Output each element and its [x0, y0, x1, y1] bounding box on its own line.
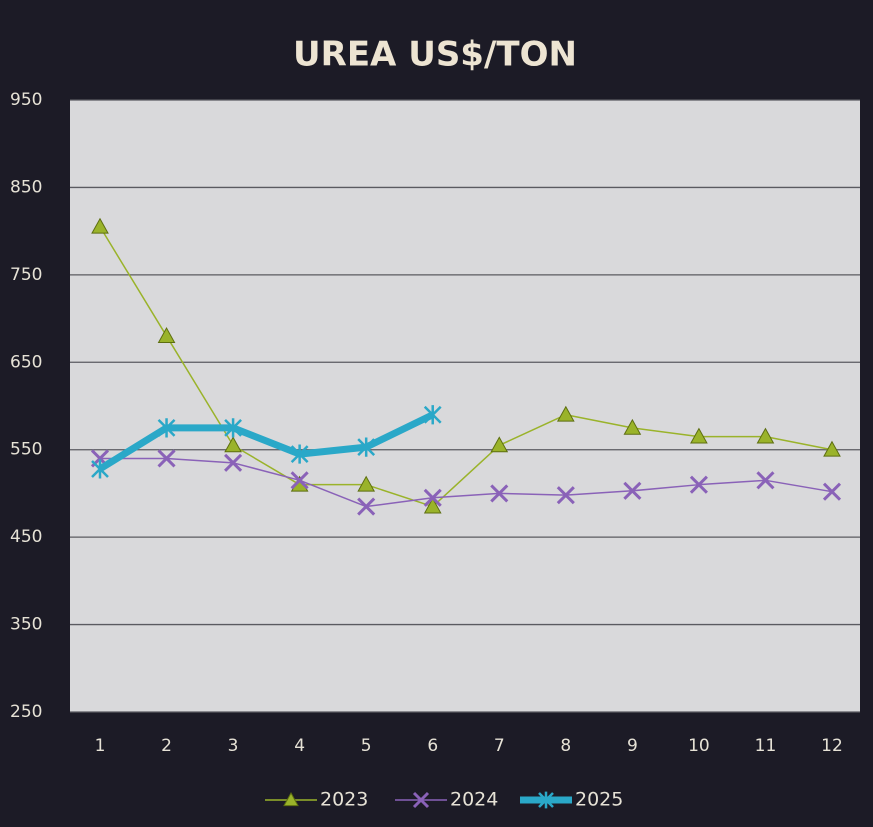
legend-label: 2023 [320, 789, 368, 811]
y-tick-label: 950 [10, 90, 42, 110]
x-tick-label: 8 [560, 736, 571, 756]
marker [157, 449, 176, 468]
y-tick-label: 350 [10, 615, 42, 635]
y-tick-label: 750 [10, 265, 42, 285]
marker [689, 475, 708, 494]
marker [290, 471, 309, 490]
marker [224, 418, 242, 438]
marker [623, 481, 642, 500]
marker [224, 453, 243, 472]
x-tick-label: 9 [627, 736, 638, 756]
marker [822, 482, 842, 501]
y-tick-label: 850 [10, 177, 42, 197]
marker [490, 484, 509, 503]
y-tick-label: 450 [10, 527, 42, 547]
series-line [98, 411, 435, 472]
chart-title: UREA US$/TON [293, 35, 577, 75]
x-tick-label: 7 [494, 736, 505, 756]
marker [756, 471, 775, 490]
x-tick-label: 4 [294, 736, 305, 756]
marker [91, 217, 109, 234]
marker [423, 405, 442, 425]
marker [357, 475, 376, 492]
marker [357, 497, 376, 516]
marker [423, 497, 442, 514]
marker [157, 418, 176, 438]
marker [623, 418, 642, 435]
x-tick-label: 1 [95, 736, 106, 756]
marker [490, 436, 509, 453]
legend-label: 2025 [575, 789, 623, 811]
legend-marker [412, 791, 430, 809]
marker [357, 437, 376, 457]
x-tick-label: 6 [427, 736, 438, 756]
legend-marker [538, 791, 554, 809]
x-tick-label: 10 [688, 736, 710, 756]
marker [290, 444, 309, 464]
series-line [100, 457, 833, 508]
x-tick-label: 3 [228, 736, 239, 756]
legend-marker [283, 791, 299, 807]
y-tick-label: 550 [10, 440, 42, 460]
legend-label: 2024 [450, 789, 498, 811]
marker [91, 459, 109, 479]
x-tick-label: 12 [821, 736, 843, 756]
marker [157, 327, 176, 343]
x-tick-label: 2 [161, 736, 172, 756]
x-tick-label: 5 [361, 736, 372, 756]
marker [823, 440, 841, 457]
marker [556, 486, 575, 505]
marker [224, 436, 242, 453]
marker [756, 427, 775, 444]
x-tick-label: 11 [755, 736, 777, 756]
marker [556, 405, 575, 422]
plot-area [70, 100, 860, 712]
marker [423, 488, 442, 507]
y-tick-label: 250 [10, 702, 42, 722]
marker [690, 427, 708, 444]
y-tick-label: 650 [10, 352, 42, 372]
